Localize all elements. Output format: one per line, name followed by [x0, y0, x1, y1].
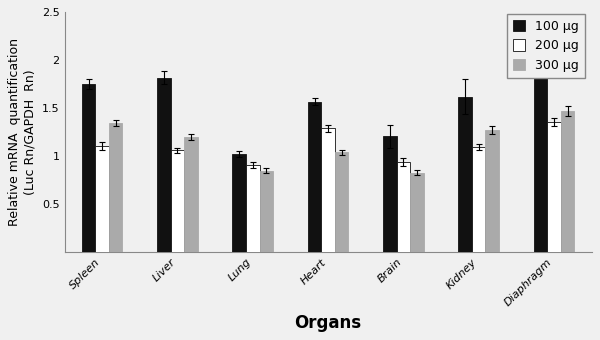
Bar [383, 136, 397, 252]
Bar [170, 151, 184, 252]
Y-axis label: Relative mRNA  quantification
(Luc Rn/GAPDH  Rn): Relative mRNA quantification (Luc Rn/GAP… [8, 38, 37, 226]
Bar [95, 146, 109, 252]
Bar [397, 162, 410, 252]
Bar [561, 111, 574, 252]
Bar [410, 172, 424, 252]
Bar [82, 84, 95, 252]
Bar [246, 165, 260, 252]
Bar [260, 171, 273, 252]
Bar [547, 122, 561, 252]
Bar [184, 137, 198, 252]
X-axis label: Organs: Organs [295, 314, 362, 332]
Bar [533, 48, 547, 252]
Bar [322, 129, 335, 252]
Bar [109, 123, 122, 252]
Bar [458, 97, 472, 252]
Bar [157, 78, 170, 252]
Bar [485, 130, 499, 252]
Bar [232, 154, 246, 252]
Bar [335, 152, 349, 252]
Bar [472, 147, 485, 252]
Legend: 100 μg, 200 μg, 300 μg: 100 μg, 200 μg, 300 μg [506, 14, 586, 78]
Bar [308, 102, 322, 252]
